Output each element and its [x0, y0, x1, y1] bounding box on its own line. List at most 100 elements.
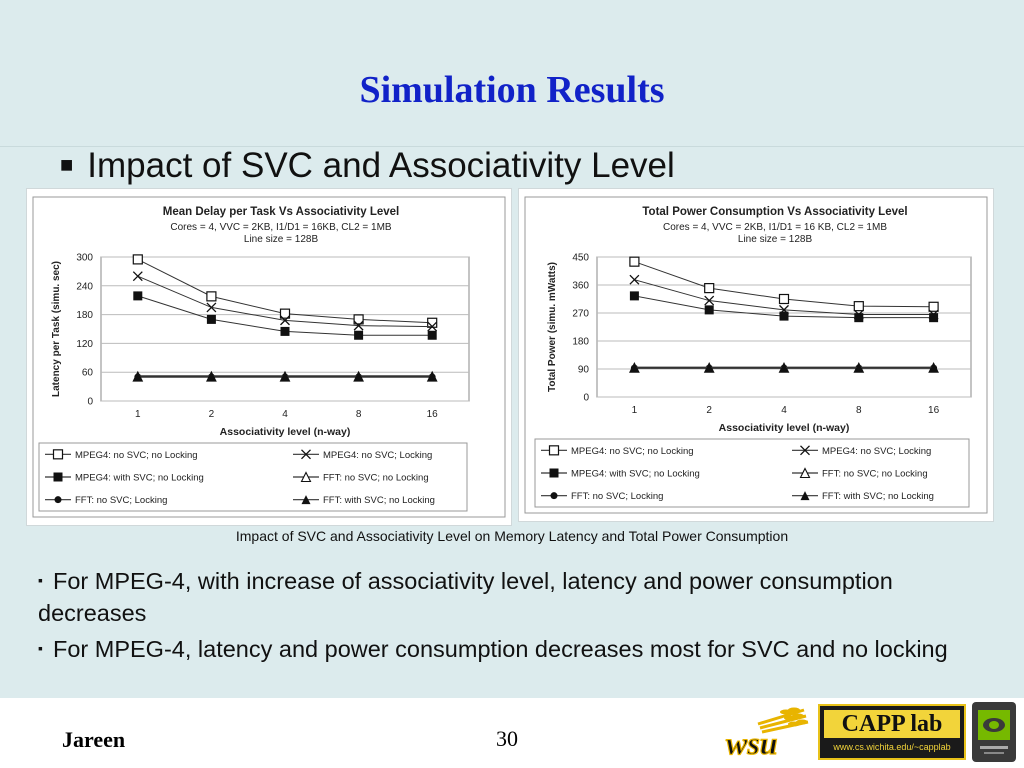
- data-point: [427, 321, 438, 332]
- legend-marker: [548, 445, 560, 456]
- plot-area: [596, 256, 972, 398]
- bullet-marker: ▪: [38, 640, 43, 656]
- x-tick-label: 2: [209, 409, 215, 420]
- wheat-shocker-icon: wsu: [725, 707, 809, 762]
- data-point: [704, 295, 715, 306]
- data-point: [353, 314, 364, 325]
- x-tick-label: 1: [632, 405, 638, 416]
- wsu-logo: wsu: [724, 704, 812, 762]
- data-point: [279, 308, 291, 319]
- data-point: [854, 313, 864, 323]
- latency-chart-panel: Mean Delay per Task Vs Associativity Lev…: [26, 188, 512, 526]
- data-point: [353, 320, 364, 331]
- data-point: [704, 283, 715, 294]
- page-number: 30: [496, 726, 518, 751]
- data-point: [629, 362, 639, 372]
- legend-label: FFT: no SVC; no Locking: [822, 469, 928, 480]
- chart-subtitle-line: Line size = 128B: [738, 234, 813, 245]
- legend-marker: [550, 492, 558, 500]
- y-tick-label: 60: [82, 368, 94, 379]
- legend-label: FFT: no SVC; Locking: [571, 491, 663, 502]
- y-tick-label: 120: [76, 339, 93, 350]
- x-tick-label: 4: [781, 405, 787, 416]
- wsu-logo-text: wsu: [726, 725, 778, 760]
- legend-label: MPEG4: no SVC; no Locking: [571, 446, 694, 457]
- y-tick-label: 240: [76, 281, 93, 292]
- data-point: [853, 301, 864, 312]
- y-tick-label: 0: [583, 393, 589, 404]
- x-tick-label: 16: [427, 409, 439, 420]
- data-point: [206, 291, 217, 302]
- y-tick-label: 180: [572, 337, 589, 348]
- data-point: [280, 371, 290, 381]
- chart-subtitle-line: Cores = 4, VVC = 2KB, I1/D1 = 16KB, CL2 …: [170, 222, 392, 233]
- y-tick-label: 180: [76, 310, 93, 321]
- legend-marker: [301, 449, 311, 460]
- data-point: [779, 362, 789, 372]
- legend-label: MPEG4: with SVC; no Locking: [571, 469, 700, 480]
- bullet-1: ▪ For MPEG-4, with increase of associativ…: [38, 564, 998, 629]
- data-point: [206, 314, 216, 324]
- nvidia-logo: [972, 702, 1016, 762]
- data-point: [206, 371, 216, 381]
- slide-title: Simulation Results: [359, 69, 665, 111]
- legend-marker: [53, 472, 63, 482]
- data-point: [132, 254, 143, 265]
- legend-marker: [52, 449, 64, 460]
- y-axis-label: Latency per Task (simu. sec): [51, 261, 62, 397]
- data-point: [704, 305, 714, 315]
- data-point: [132, 271, 143, 282]
- legend-box: [38, 442, 468, 512]
- x-tick-label: 16: [928, 405, 940, 416]
- bullet-2-text: For MPEG-4, latency and power consumptio…: [52, 636, 948, 662]
- data-point: [427, 330, 437, 340]
- data-point: [280, 326, 290, 336]
- chart-subtitle-line: Cores = 4, VVC = 2KB, I1/D1 = 16 KB, CL2…: [663, 222, 887, 233]
- x-axis-label: Associativity level (n-way): [719, 422, 850, 434]
- data-point: [629, 274, 640, 285]
- subtitle-marker: ■: [60, 152, 74, 177]
- author-name: Jareen: [62, 727, 126, 752]
- legend-marker: [54, 496, 62, 504]
- x-tick-label: 2: [706, 405, 712, 416]
- figure-caption: Impact of SVC and Associativity Level on…: [235, 528, 789, 544]
- legend-label: MPEG4: with SVC; no Locking: [75, 473, 204, 484]
- chart-title: Mean Delay per Task Vs Associativity Lev…: [163, 206, 400, 218]
- data-point: [133, 291, 143, 301]
- legend-label: FFT: with SVC; no Locking: [822, 491, 934, 502]
- legend-marker: [549, 468, 559, 478]
- capp-url: www.cs.wichita.edu/~capplab: [833, 742, 951, 752]
- data-point: [133, 371, 143, 381]
- data-point: [354, 330, 364, 340]
- x-tick-label: 8: [356, 409, 362, 420]
- legend-label: FFT: no SVC; no Locking: [323, 473, 429, 484]
- data-point: [280, 315, 290, 326]
- header-band: [0, 0, 1024, 147]
- chart-subtitle-line: Line size = 128B: [244, 234, 319, 245]
- subtitle-text: Impact of SVC and Associativity Level: [87, 146, 675, 185]
- data-point: [778, 293, 790, 305]
- legend-label: FFT: no SVC; Locking: [75, 495, 167, 506]
- power-chart-panel: Total Power Consumption Vs Associativity…: [518, 188, 994, 522]
- y-tick-label: 270: [572, 309, 589, 320]
- slide-subtitle: ■ Impact of SVC and Associativity Level: [60, 146, 675, 186]
- data-point: [929, 362, 939, 372]
- latency-chart: Mean Delay per Task Vs Associativity Lev…: [32, 196, 506, 518]
- legend-box: [534, 438, 970, 508]
- bullet-1-text: For MPEG-4, with increase of associativi…: [38, 568, 893, 626]
- y-tick-label: 360: [572, 281, 589, 292]
- y-axis-label: Total Power (simu. mWatts): [547, 262, 558, 392]
- legend-label: MPEG4: no SVC; Locking: [323, 450, 432, 461]
- legend-marker: [799, 467, 811, 479]
- x-tick-label: 8: [856, 405, 862, 416]
- y-tick-label: 300: [76, 253, 93, 264]
- legend-label: FFT: with SVC; no Locking: [323, 495, 435, 506]
- nvidia-eye-icon: [978, 710, 1010, 754]
- y-tick-label: 90: [578, 365, 590, 376]
- legend-marker: [301, 495, 311, 505]
- chart-title: Total Power Consumption Vs Associativity…: [642, 206, 907, 218]
- data-point: [629, 291, 639, 301]
- legend-label: MPEG4: no SVC; no Locking: [75, 450, 198, 461]
- power-chart: Total Power Consumption Vs Associativity…: [524, 196, 988, 514]
- data-point: [427, 371, 437, 381]
